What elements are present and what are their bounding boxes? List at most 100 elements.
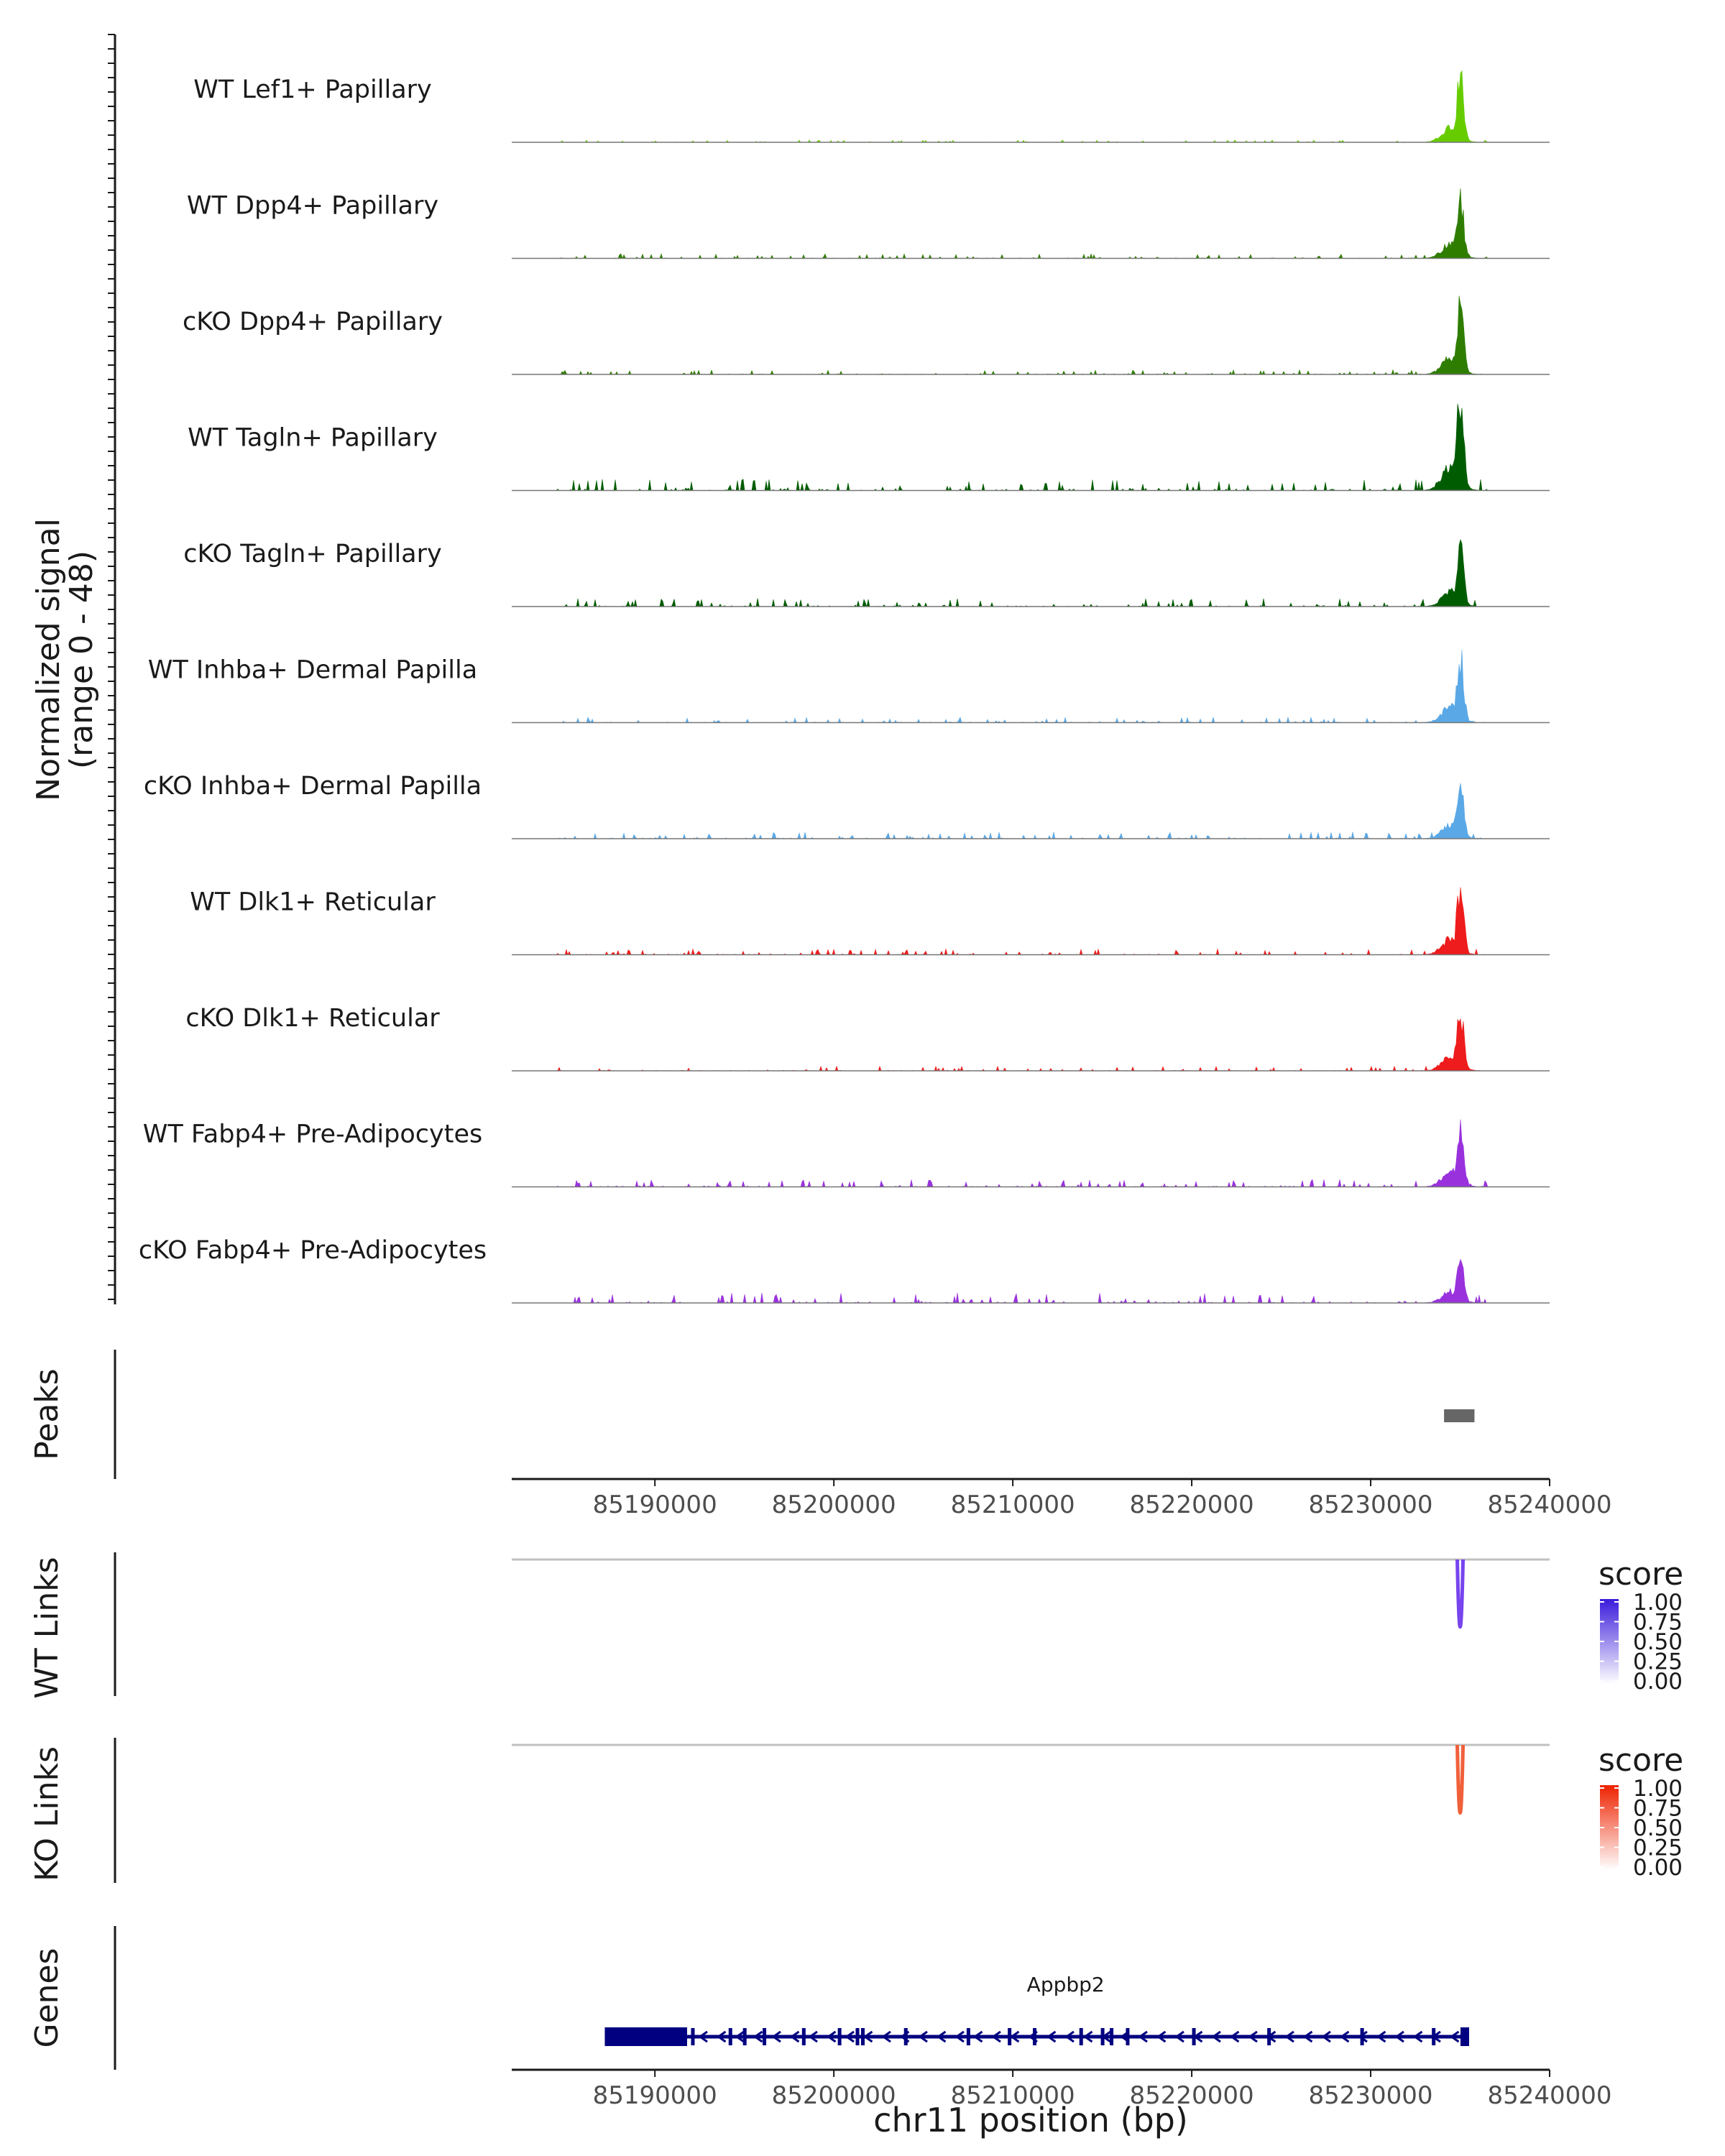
gene-exon	[1008, 2028, 1012, 2045]
track-label: cKO Dlk1+ Reticular	[185, 1004, 440, 1033]
strand-arrow	[1009, 2030, 1020, 2043]
gene-exon	[1079, 2028, 1083, 2045]
strand-arrow	[1376, 2030, 1386, 2043]
legend-tick-label: 0.75	[1633, 1796, 1683, 1822]
x-tick-label: 85210000	[951, 2081, 1075, 2110]
gene-model: Appbp2	[604, 1973, 1469, 2046]
signal-track: cKO Tagln+ Papillary	[183, 538, 1550, 608]
genes-x-axis: 85190000 85200000 85210000 85220000 85230000…	[512, 2068, 1612, 2110]
signal-area	[512, 295, 1550, 375]
track-label: WT Dlk1+ Reticular	[190, 888, 436, 917]
strand-arrow	[1302, 2030, 1313, 2043]
signal-track: WT Inhba+ Dermal Papilla	[148, 650, 1550, 724]
legend-tick-label: 0.00	[1633, 1855, 1683, 1881]
strand-arrow	[1229, 2030, 1240, 2043]
track-label: WT Inhba+ Dermal Papilla	[148, 656, 477, 685]
strand-arrow	[954, 2030, 965, 2043]
gene-exon	[1032, 2028, 1036, 2045]
strand-arrow	[1449, 2030, 1460, 2043]
strand-arrow	[1412, 2030, 1423, 2043]
track-label: WT Fabp4+ Pre-Adipocytes	[143, 1120, 482, 1149]
track-label: cKO Inhba+ Dermal Papilla	[144, 772, 482, 801]
strand-arrow	[881, 2030, 891, 2043]
peaks-track: Peaks	[29, 1368, 1475, 1460]
strand-arrow	[1028, 2030, 1038, 2043]
track-label: cKO Fabp4+ Pre-Adipocytes	[139, 1236, 487, 1265]
strand-arrow	[753, 2030, 763, 2043]
links-label: WT Links	[29, 1557, 65, 1698]
signal-area	[512, 887, 1550, 956]
gene-name: Appbp2	[1027, 1973, 1105, 1996]
track-label: cKO Dpp4+ Papillary	[183, 308, 443, 336]
x-tick-label: 85190000	[593, 1491, 717, 1519]
strand-arrow	[1431, 2030, 1441, 2043]
gene-exon	[691, 2028, 695, 2045]
gene-exon	[837, 2028, 842, 2045]
gene-exon	[801, 2028, 806, 2045]
x-axis-title: chr11 position (bp)	[873, 2101, 1188, 2139]
strand-arrow	[1101, 2030, 1111, 2043]
signal-area	[512, 650, 1550, 724]
genes-track: Genes Appbp2	[29, 1948, 1469, 2048]
strand-arrow	[789, 2030, 800, 2043]
signal-area	[512, 783, 1550, 839]
signal-track: WT Tagln+ Papillary	[188, 403, 1550, 492]
peak-region	[1444, 1409, 1475, 1422]
legend-tick-label: 1.00	[1633, 1776, 1683, 1802]
x-tick-label: 85230000	[1309, 1491, 1433, 1519]
gene-first-exon	[1460, 2027, 1469, 2046]
y-label-line1: Normalized signal	[30, 518, 67, 801]
gene-exon	[1126, 2028, 1130, 2045]
track-label: WT Tagln+ Papillary	[188, 424, 438, 453]
strand-arrow	[1339, 2030, 1350, 2043]
gene-utr-block	[604, 2027, 687, 2046]
legend-tick-label: 0.50	[1633, 1815, 1683, 1841]
signal-track: WT Dpp4+ Papillary	[187, 188, 1550, 259]
strand-arrow	[1156, 2030, 1167, 2043]
strand-arrow	[826, 2030, 837, 2043]
signal-area	[512, 1258, 1550, 1304]
track-label: WT Dpp4+ Papillary	[187, 192, 438, 221]
strand-arrow	[1321, 2030, 1331, 2043]
signal-area	[512, 1119, 1550, 1188]
peaks-label: Peaks	[29, 1368, 65, 1460]
gene-exon	[1110, 2028, 1114, 2045]
x-tick-label: 85240000	[1487, 2081, 1611, 2110]
legend-title: score	[1598, 1742, 1683, 1779]
gene-exon	[855, 2028, 860, 2045]
strand-arrow	[991, 2030, 1001, 2043]
y-label-line2: (range 0 - 48)	[63, 550, 100, 769]
legend-tick-label: 0.25	[1633, 1835, 1683, 1861]
link-arc	[1455, 1744, 1466, 1815]
link-arc	[1455, 1559, 1466, 1629]
strand-arrow	[808, 2030, 818, 2043]
strand-arrow	[862, 2030, 873, 2043]
legend-tick-label: 0.25	[1633, 1649, 1683, 1675]
strand-arrow	[1248, 2030, 1258, 2043]
gene-exon	[903, 2028, 908, 2045]
signal-track: WT Dlk1+ Reticular	[190, 887, 1550, 956]
strand-arrow	[845, 2030, 855, 2043]
x-tick-label: 85240000	[1487, 1491, 1611, 1519]
signal-area	[512, 538, 1550, 608]
strand-arrow	[771, 2030, 781, 2043]
legend-tick-label: 0.75	[1633, 1610, 1683, 1636]
track-label: cKO Tagln+ Papillary	[183, 540, 442, 568]
signal-track: WT Lef1+ Papillary	[193, 70, 1550, 143]
strand-arrow	[716, 2030, 727, 2043]
gene-exon	[728, 2028, 732, 2045]
strand-arrow	[936, 2030, 947, 2043]
signal-track: cKO Inhba+ Dermal Papilla	[144, 772, 1550, 839]
gene-exon	[742, 2028, 747, 2045]
legend-tick-label: 1.00	[1633, 1590, 1683, 1616]
strand-arrow	[1358, 2030, 1368, 2043]
legend-tick-label: 0.50	[1633, 1629, 1683, 1655]
strand-arrow	[1082, 2030, 1093, 2043]
signal-area	[512, 188, 1550, 259]
strand-arrow	[1266, 2030, 1276, 2043]
